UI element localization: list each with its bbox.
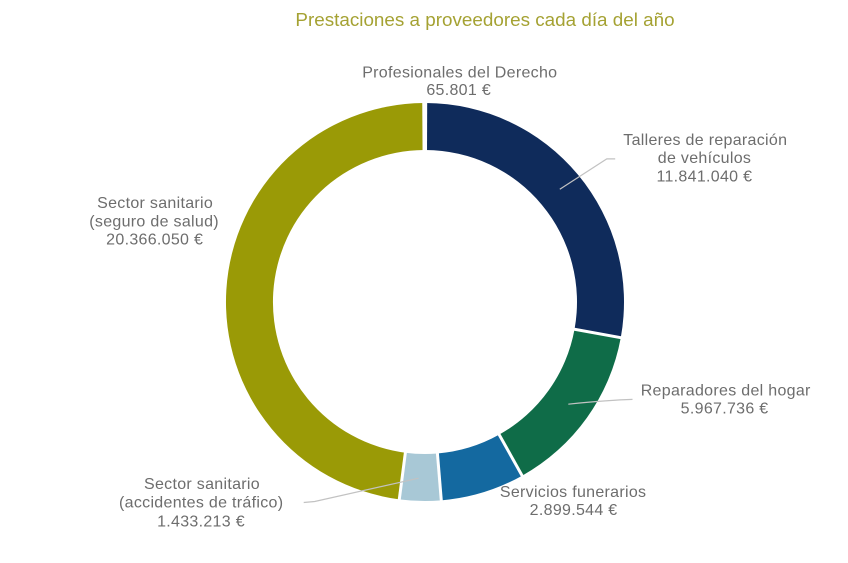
svg-text:2.899.544 €: 2.899.544 € bbox=[530, 502, 618, 519]
svg-text:Sector sanitario: Sector sanitario bbox=[144, 476, 260, 493]
svg-text:(accidentes de tráfico): (accidentes de tráfico) bbox=[119, 495, 283, 512]
svg-text:Servicios funerarios: Servicios funerarios bbox=[500, 484, 647, 501]
svg-text:1.433.213 €: 1.433.213 € bbox=[157, 513, 245, 530]
svg-text:Talleres de reparación: Talleres de reparación bbox=[623, 132, 787, 149]
svg-text:5.967.736 €: 5.967.736 € bbox=[681, 401, 769, 418]
svg-text:65.801 €: 65.801 € bbox=[426, 82, 491, 99]
svg-text:Sector sanitario: Sector sanitario bbox=[97, 195, 213, 212]
svg-text:de vehículos: de vehículos bbox=[658, 150, 751, 167]
svg-text:(seguro de salud): (seguro de salud) bbox=[89, 214, 219, 231]
svg-text:20.366.050 €: 20.366.050 € bbox=[106, 232, 203, 249]
svg-text:Profesionales del Derecho: Profesionales del Derecho bbox=[362, 65, 557, 82]
svg-text:11.841.040 €: 11.841.040 € bbox=[656, 168, 752, 185]
svg-text:Prestaciones a proveedores cad: Prestaciones a proveedores cada día del … bbox=[295, 9, 674, 30]
svg-text:Reparadores del hogar: Reparadores del hogar bbox=[641, 382, 811, 399]
